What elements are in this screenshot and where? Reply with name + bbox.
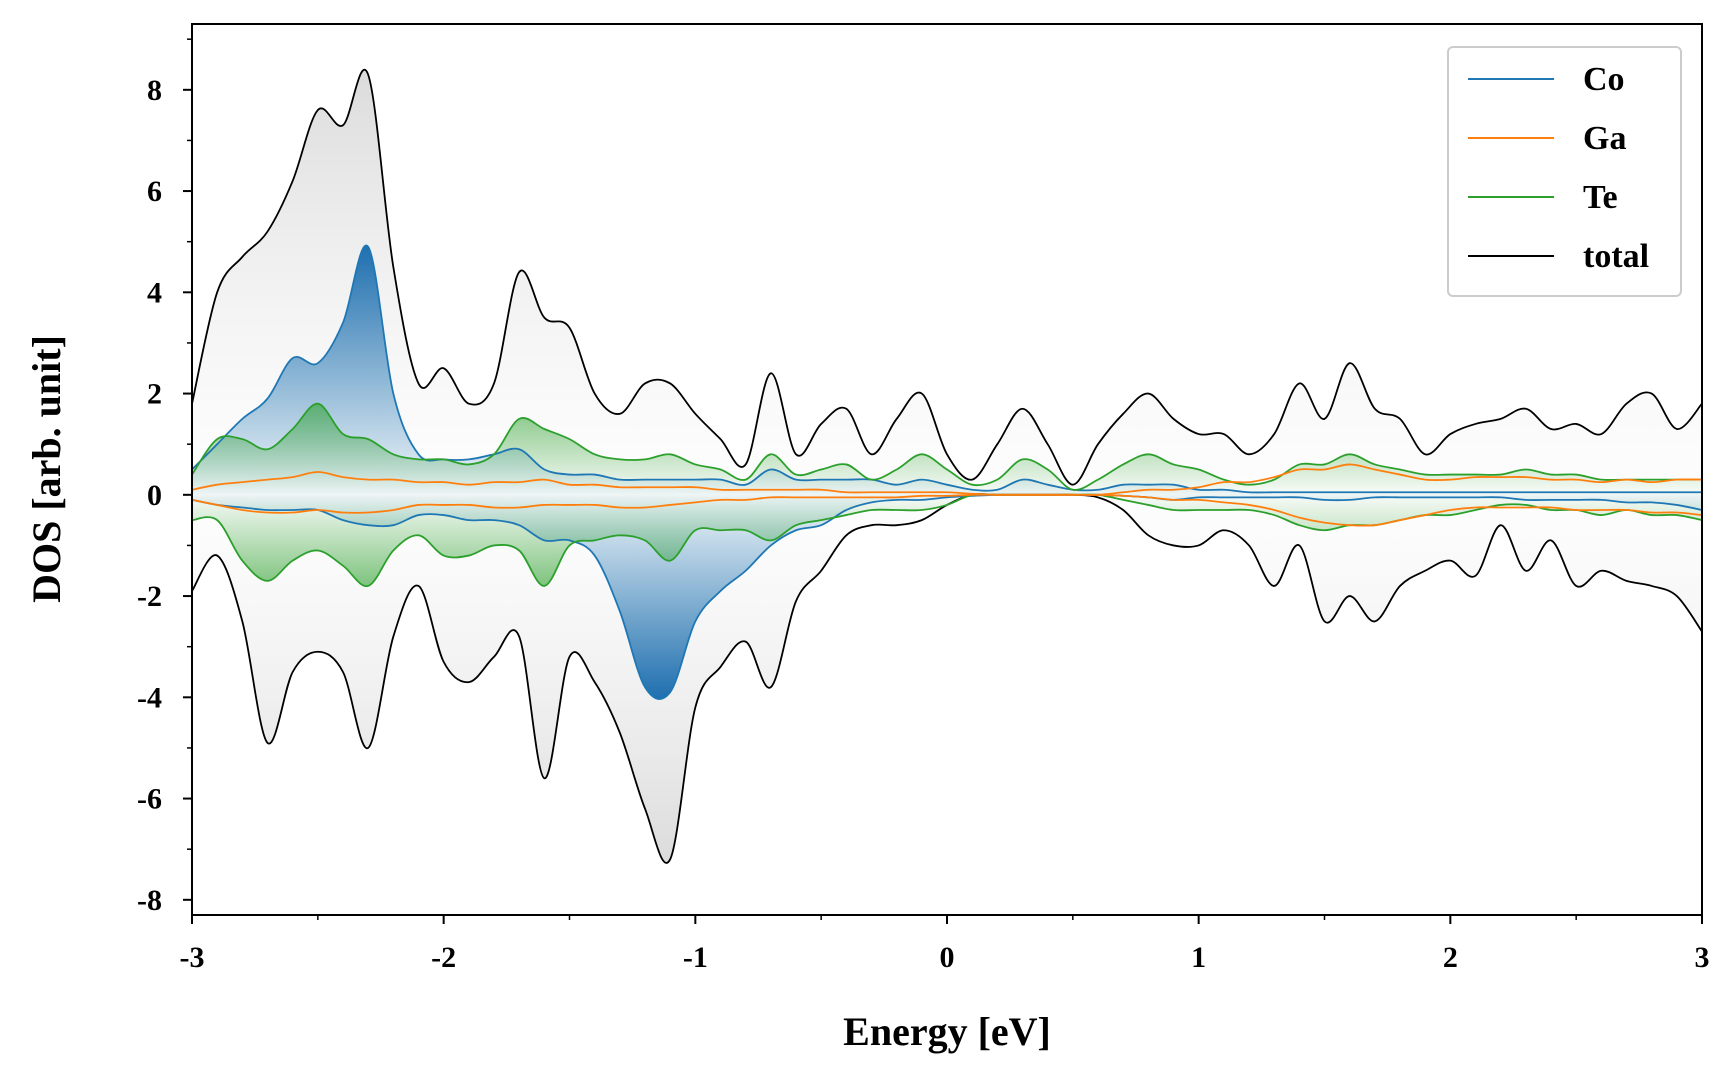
area-fills xyxy=(192,69,1702,863)
te-spin-down-line xyxy=(192,493,1702,587)
legend-label-ga: Ga xyxy=(1583,120,1626,157)
te-spin-up-line xyxy=(192,402,1702,491)
total-spin-down-fill xyxy=(192,494,1702,863)
x-axis-label: Energy [eV] xyxy=(843,1009,1051,1054)
y-tick-label: -8 xyxy=(137,884,162,917)
legend-label-co: Co xyxy=(1583,61,1625,98)
te-spin-down-fill xyxy=(192,494,1702,587)
y-tick-label: 6 xyxy=(147,175,162,208)
y-tick-label: 4 xyxy=(147,276,162,309)
ga-spin-up-line xyxy=(192,463,1702,496)
legend-label-te: Te xyxy=(1583,179,1618,216)
x-tick-label: -2 xyxy=(431,941,456,974)
te-spin-up-fill xyxy=(192,403,1702,495)
y-axis-label: DOS [arb. unit] xyxy=(24,335,69,603)
y-tick-label: -6 xyxy=(137,783,162,816)
total-spin-down-line xyxy=(192,493,1702,864)
y-tick-label: 8 xyxy=(147,74,162,107)
co-spin-up-line xyxy=(192,244,1702,494)
legend-box xyxy=(1447,46,1682,297)
y-tick-label: -2 xyxy=(137,580,162,613)
x-tick-label: -1 xyxy=(683,941,708,974)
x-tick-label: 2 xyxy=(1443,941,1458,974)
x-tick-label: 0 xyxy=(940,941,955,974)
co-spin-down-line xyxy=(192,493,1702,700)
series-lines xyxy=(192,69,1702,864)
total-spin-up-fill xyxy=(192,69,1702,495)
x-tick-label: 3 xyxy=(1695,941,1710,974)
y-tick-label: -4 xyxy=(137,681,162,714)
legend: Co Ga Te total xyxy=(1447,46,1682,297)
axes: -3 -2 -1 0 1 2 3 -8 -6 -4 -2 0 2 4 6 8 xyxy=(137,23,1710,974)
legend-label-total: total xyxy=(1583,238,1649,275)
ga-spin-down-line xyxy=(192,493,1702,527)
y-tick-label: 2 xyxy=(147,378,162,411)
total-spin-up-line xyxy=(192,69,1702,486)
y-tick-label: 0 xyxy=(147,479,162,512)
x-tick-label: -3 xyxy=(180,941,205,974)
x-tick-label: 1 xyxy=(1191,941,1206,974)
